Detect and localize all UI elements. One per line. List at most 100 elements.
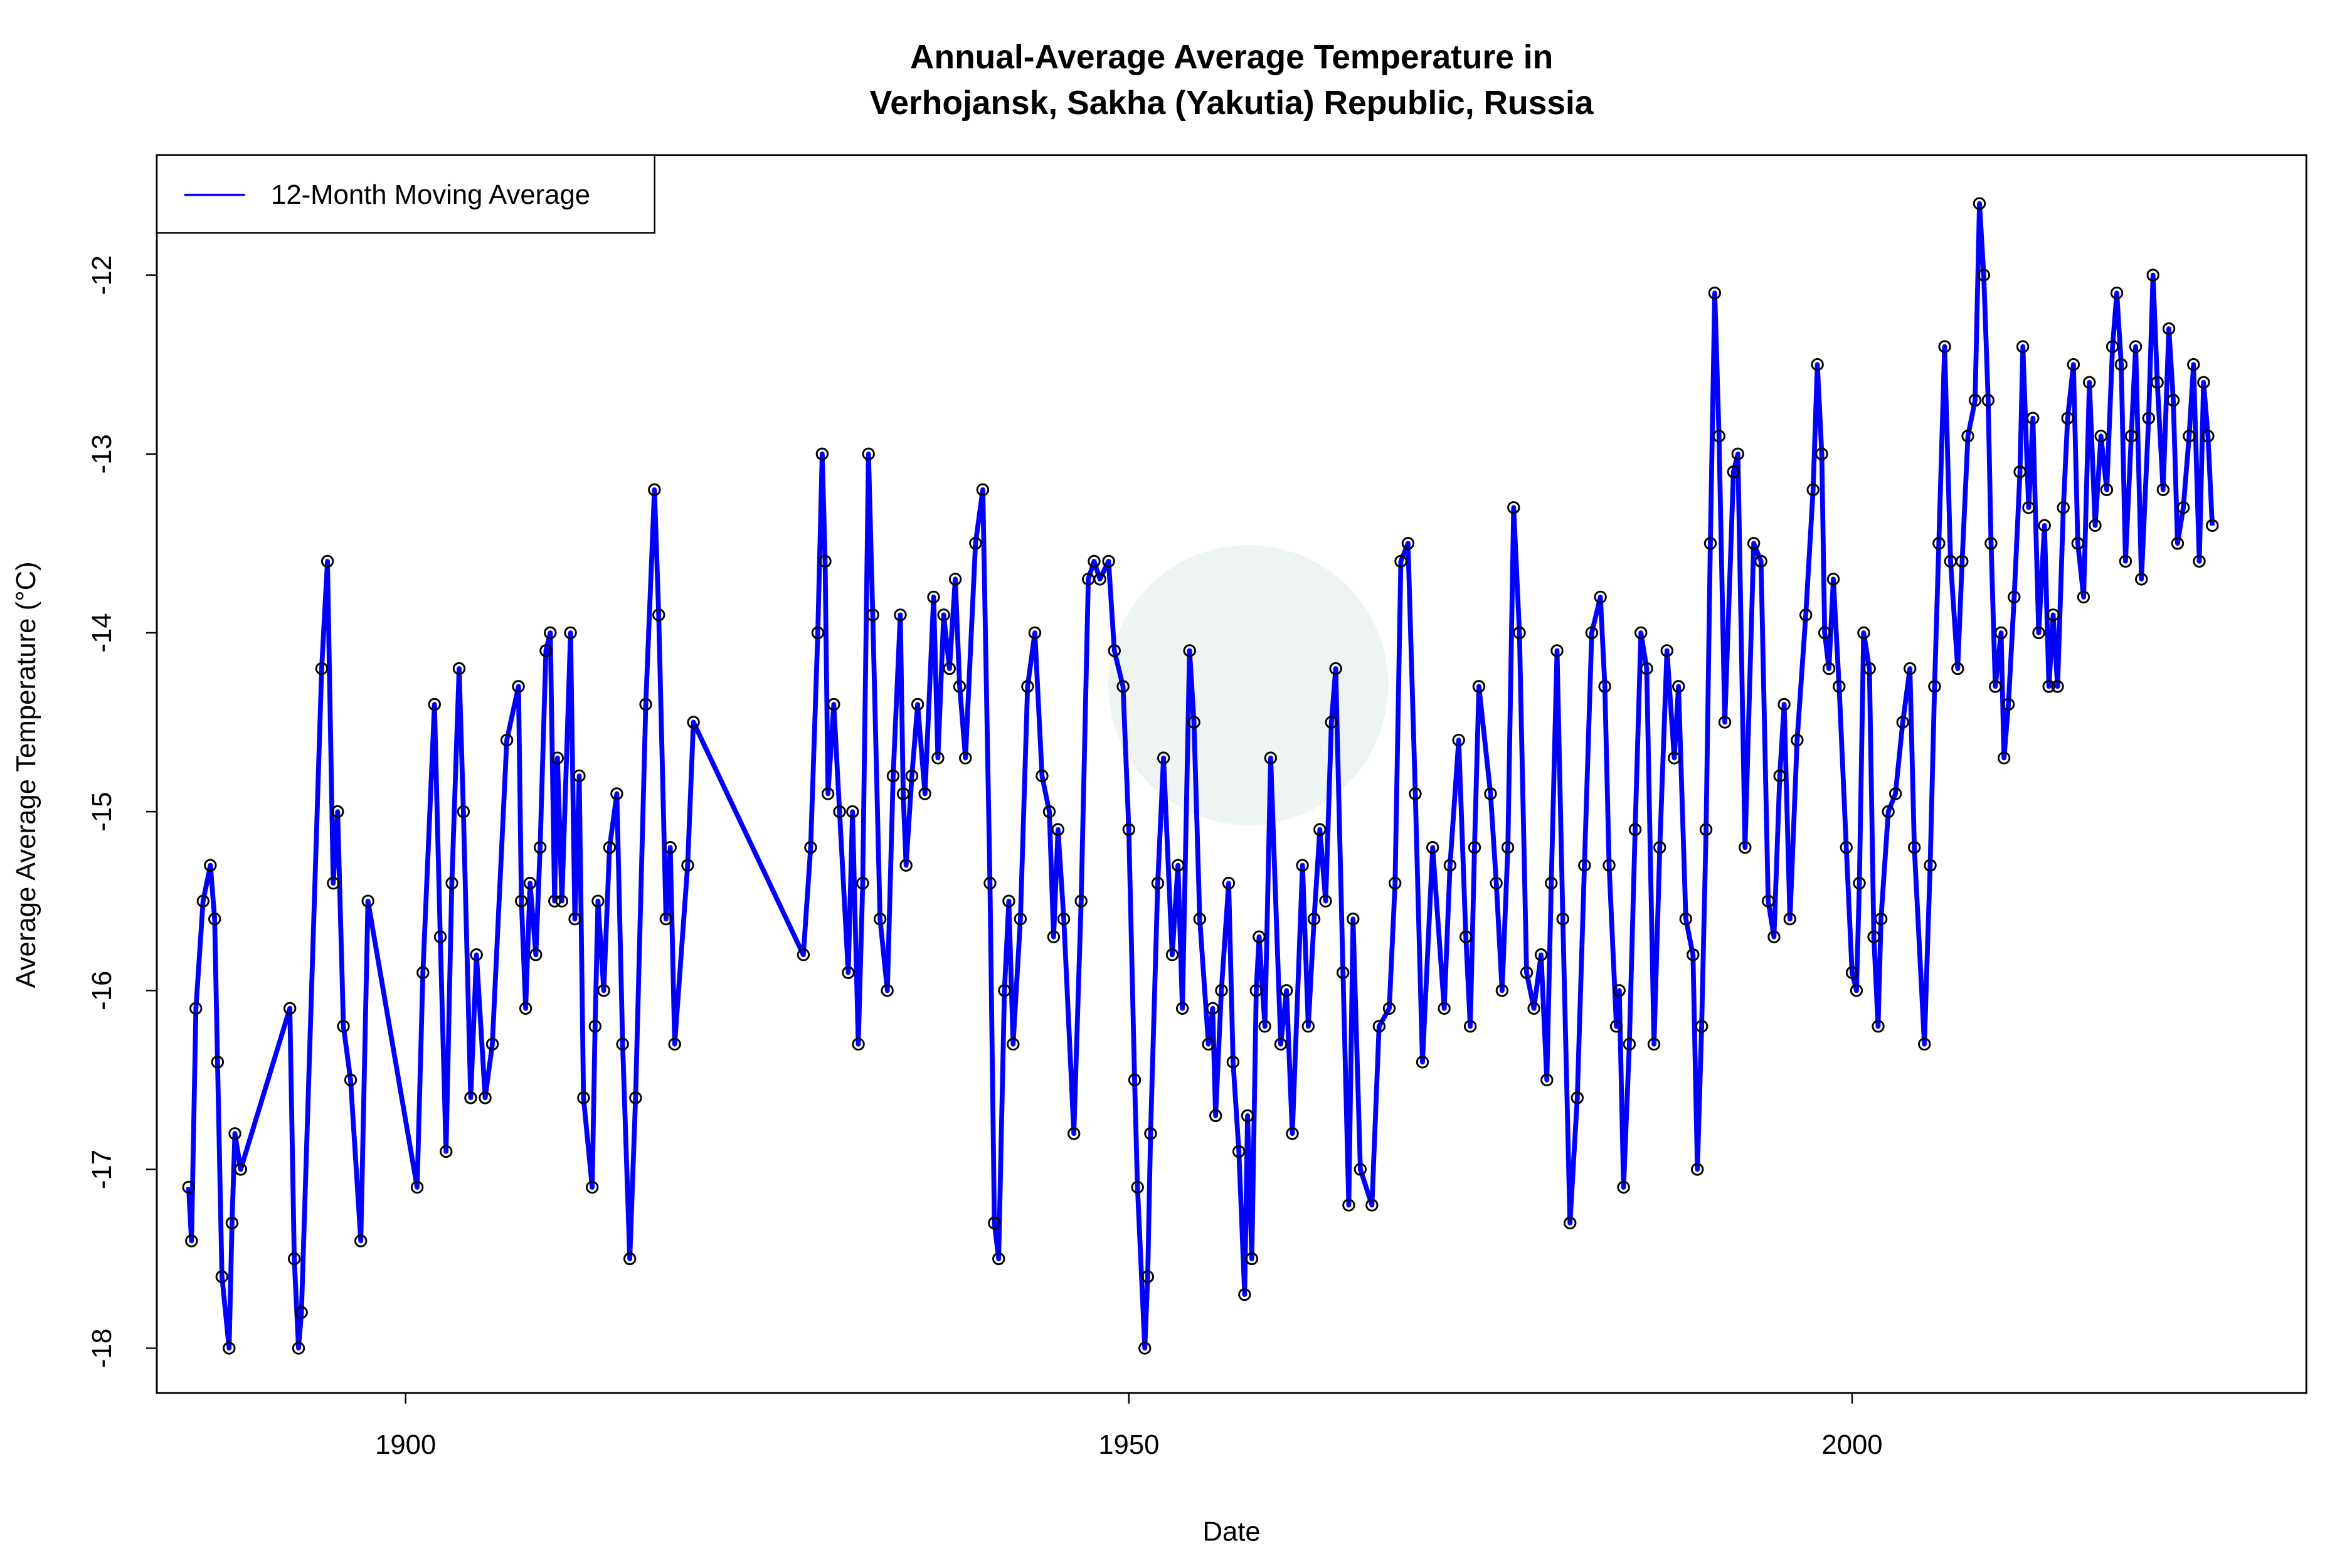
data-point [1924,859,1937,872]
data-point [1660,644,1673,657]
data-point [815,447,829,460]
data-point [1002,894,1015,908]
data-point [1222,876,1236,890]
data-point [1534,948,1548,961]
data-point [1389,876,1402,890]
data-point [337,1020,350,1033]
data-point [1088,554,1101,568]
data-point [2171,537,2185,550]
data-point [573,769,586,783]
data-point [1691,1163,1704,1176]
data-point [804,840,817,854]
y-tick-label: -16 [87,971,117,1010]
data-point [1472,680,1486,693]
data-point [1578,859,1591,872]
data-point [1888,787,1902,800]
data-point [976,483,990,497]
data-point [1932,537,1946,550]
data-point [1122,823,1136,836]
data-point [529,948,543,961]
data-point [988,1216,1001,1230]
x-axis-label: Date [1202,1516,1260,1547]
data-point [1811,358,1824,371]
data-point [283,1002,297,1015]
data-point [1157,751,1170,765]
data-point [1401,537,1415,550]
data-point [185,1234,198,1248]
data-point [1209,1109,1222,1123]
data-point [1128,1073,1142,1087]
data-point [1773,769,1786,783]
data-point [361,894,374,908]
data-point [1021,680,1034,693]
data-point [1598,680,1611,693]
data-point [1416,1056,1429,1069]
data-point [1783,913,1797,926]
data-point [629,1091,642,1104]
data-point [1585,626,1599,640]
data-point [1850,984,1863,997]
data-point [1463,1020,1477,1033]
data-point [894,608,907,622]
y-tick-label: -17 [87,1150,117,1189]
data-point [1051,823,1065,836]
data-point [1007,1037,1020,1051]
data-point [2077,590,2090,604]
data-point [2047,608,2060,622]
data-point [1882,805,1895,818]
data-point [2166,394,2180,407]
watermark [1108,544,1389,825]
data-point [1329,662,1342,675]
y-tick-label: -14 [87,613,117,652]
data-point [1731,447,1744,460]
data-point [1296,859,1309,872]
data-point [1977,268,1991,282]
data-point [588,1020,602,1033]
data-point [1613,984,1626,997]
data-point [610,787,623,800]
data-point [1703,537,1717,550]
data-point [1452,733,1465,747]
data-point [603,840,617,854]
data-point [1989,680,2002,693]
data-point [1747,537,1761,550]
data-point [1956,554,1969,568]
data-point [295,1306,308,1319]
data-point [1727,465,1740,479]
x-tick-label: 1950 [1098,1429,1159,1460]
data-point [1699,823,1713,836]
data-point [1036,769,1049,783]
data-point [445,876,458,890]
data-point [1232,1145,1246,1158]
data-point [1249,984,1263,997]
data-point [2022,501,2035,514]
data-point [881,984,894,997]
data-point [1241,1109,1254,1123]
data-point [1347,913,1360,926]
data-point [500,733,514,747]
data-point [2057,501,2070,514]
data-point [2151,376,2164,389]
data-point [1394,554,1407,568]
data-point [1708,286,1722,300]
data-point [1994,626,2008,640]
data-point [1968,394,1982,407]
data-point [523,876,537,890]
data-point [821,787,835,800]
data-point [1490,876,1503,890]
data-point [1336,966,1350,979]
data-point [2201,430,2215,443]
data-point [2089,519,2102,532]
data-point [548,894,561,908]
data-point [189,1002,203,1015]
chart-title-line-2: Verhojansk, Sakha (Yakutia) Republic, Ru… [870,85,1594,122]
data-point [927,590,940,604]
data-point [2110,286,2124,300]
data-point [639,697,652,711]
data-point [2026,411,2040,425]
data-point [873,913,887,926]
data-point [551,751,564,765]
data-point [2187,358,2200,371]
data-point [1653,840,1666,854]
